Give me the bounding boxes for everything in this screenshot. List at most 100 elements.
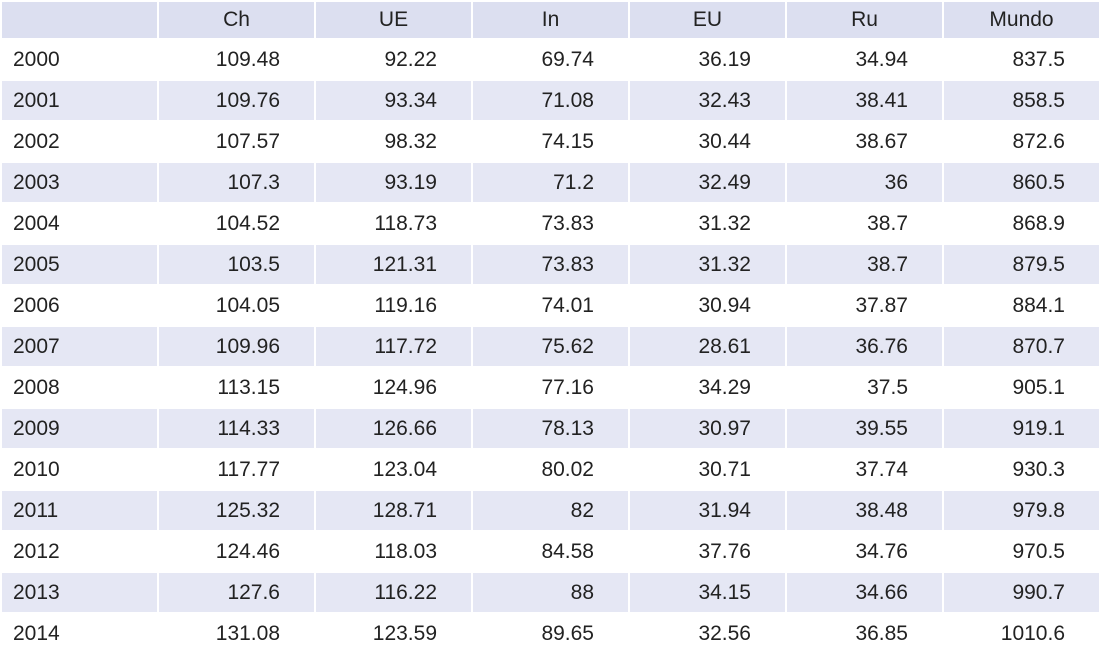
value-cell: 109.76 xyxy=(157,79,316,122)
table-row: 2014 131.08 123.59 89.65 32.56 36.85 1010.6 xyxy=(0,612,1101,653)
year-cell: 2001 xyxy=(0,79,159,122)
value-cell: 82 xyxy=(471,489,630,532)
value-cell: 979.8 xyxy=(942,489,1101,532)
value-cell: 879.5 xyxy=(942,243,1101,286)
table-row: 2005 103.5 121.31 73.83 31.32 38.7 879.5 xyxy=(0,243,1101,286)
value-cell: 117.77 xyxy=(157,448,316,491)
value-cell: 28.61 xyxy=(628,325,787,368)
value-cell: 39.55 xyxy=(785,407,944,450)
table-row: 2013 127.6 116.22 88 34.15 34.66 990.7 xyxy=(0,571,1101,614)
table-row: 2009 114.33 126.66 78.13 30.97 39.55 919.1 xyxy=(0,407,1101,450)
table-row: 2004 104.52 118.73 73.83 31.32 38.7 868.9 xyxy=(0,202,1101,245)
year-cell: 2005 xyxy=(0,243,159,286)
value-cell: 121.31 xyxy=(314,243,473,286)
value-cell: 872.6 xyxy=(942,120,1101,163)
value-cell: 69.74 xyxy=(471,38,630,81)
value-cell: 36.76 xyxy=(785,325,944,368)
value-cell: 37.87 xyxy=(785,284,944,327)
value-cell: 93.34 xyxy=(314,79,473,122)
value-cell: 109.48 xyxy=(157,38,316,81)
value-cell: 884.1 xyxy=(942,284,1101,327)
value-cell: 31.32 xyxy=(628,202,787,245)
value-cell: 30.44 xyxy=(628,120,787,163)
value-cell: 103.5 xyxy=(157,243,316,286)
year-cell: 2012 xyxy=(0,530,159,573)
value-cell: 128.71 xyxy=(314,489,473,532)
year-cell: 2003 xyxy=(0,161,159,204)
value-cell: 32.43 xyxy=(628,79,787,122)
value-cell: 858.5 xyxy=(942,79,1101,122)
header-cell xyxy=(0,0,159,40)
value-cell: 73.83 xyxy=(471,243,630,286)
value-cell: 113.15 xyxy=(157,366,316,409)
value-cell: 131.08 xyxy=(157,612,316,653)
value-cell: 104.05 xyxy=(157,284,316,327)
value-cell: 114.33 xyxy=(157,407,316,450)
value-cell: 930.3 xyxy=(942,448,1101,491)
value-cell: 36 xyxy=(785,161,944,204)
value-cell: 74.01 xyxy=(471,284,630,327)
value-cell: 38.67 xyxy=(785,120,944,163)
value-cell: 125.32 xyxy=(157,489,316,532)
year-cell: 2004 xyxy=(0,202,159,245)
value-cell: 837.5 xyxy=(942,38,1101,81)
table-row: 2002 107.57 98.32 74.15 30.44 38.67 872.6 xyxy=(0,120,1101,163)
value-cell: 1010.6 xyxy=(942,612,1101,653)
table-row: 2012 124.46 118.03 84.58 37.76 34.76 970.5 xyxy=(0,530,1101,573)
year-cell: 2010 xyxy=(0,448,159,491)
value-cell: 107.3 xyxy=(157,161,316,204)
value-cell: 127.6 xyxy=(157,571,316,614)
value-cell: 98.32 xyxy=(314,120,473,163)
value-cell: 31.94 xyxy=(628,489,787,532)
value-cell: 118.03 xyxy=(314,530,473,573)
value-cell: 919.1 xyxy=(942,407,1101,450)
value-cell: 870.7 xyxy=(942,325,1101,368)
table-row: 2006 104.05 119.16 74.01 30.94 37.87 884.1 xyxy=(0,284,1101,327)
value-cell: 123.04 xyxy=(314,448,473,491)
value-cell: 38.7 xyxy=(785,243,944,286)
header-cell: Ru xyxy=(785,0,944,40)
year-cell: 2000 xyxy=(0,38,159,81)
year-cell: 2006 xyxy=(0,284,159,327)
year-cell: 2013 xyxy=(0,571,159,614)
table-row: 2007 109.96 117.72 75.62 28.61 36.76 870.7 xyxy=(0,325,1101,368)
value-cell: 116.22 xyxy=(314,571,473,614)
value-cell: 32.49 xyxy=(628,161,787,204)
value-cell: 119.16 xyxy=(314,284,473,327)
value-cell: 868.9 xyxy=(942,202,1101,245)
value-cell: 32.56 xyxy=(628,612,787,653)
header-cell: Mundo xyxy=(942,0,1101,40)
table-row: 2008 113.15 124.96 77.16 34.29 37.5 905.1 xyxy=(0,366,1101,409)
value-cell: 905.1 xyxy=(942,366,1101,409)
value-cell: 123.59 xyxy=(314,612,473,653)
value-cell: 34.15 xyxy=(628,571,787,614)
year-cell: 2007 xyxy=(0,325,159,368)
table-row: 2000 109.48 92.22 69.74 36.19 34.94 837.5 xyxy=(0,38,1101,81)
value-cell: 30.97 xyxy=(628,407,787,450)
year-cell: 2002 xyxy=(0,120,159,163)
value-cell: 88 xyxy=(471,571,630,614)
table-row: 2011 125.32 128.71 82 31.94 38.48 979.8 xyxy=(0,489,1101,532)
value-cell: 990.7 xyxy=(942,571,1101,614)
value-cell: 30.71 xyxy=(628,448,787,491)
value-cell: 109.96 xyxy=(157,325,316,368)
value-cell: 84.58 xyxy=(471,530,630,573)
table-row: 2003 107.3 93.19 71.2 32.49 36 860.5 xyxy=(0,161,1101,204)
value-cell: 75.62 xyxy=(471,325,630,368)
header-cell: In xyxy=(471,0,630,40)
value-cell: 34.94 xyxy=(785,38,944,81)
value-cell: 37.74 xyxy=(785,448,944,491)
year-cell: 2009 xyxy=(0,407,159,450)
value-cell: 970.5 xyxy=(942,530,1101,573)
value-cell: 31.32 xyxy=(628,243,787,286)
value-cell: 34.76 xyxy=(785,530,944,573)
value-cell: 38.48 xyxy=(785,489,944,532)
value-cell: 78.13 xyxy=(471,407,630,450)
value-cell: 38.7 xyxy=(785,202,944,245)
table-row: 2001 109.76 93.34 71.08 32.43 38.41 858.5 xyxy=(0,79,1101,122)
value-cell: 118.73 xyxy=(314,202,473,245)
value-cell: 77.16 xyxy=(471,366,630,409)
value-cell: 74.15 xyxy=(471,120,630,163)
